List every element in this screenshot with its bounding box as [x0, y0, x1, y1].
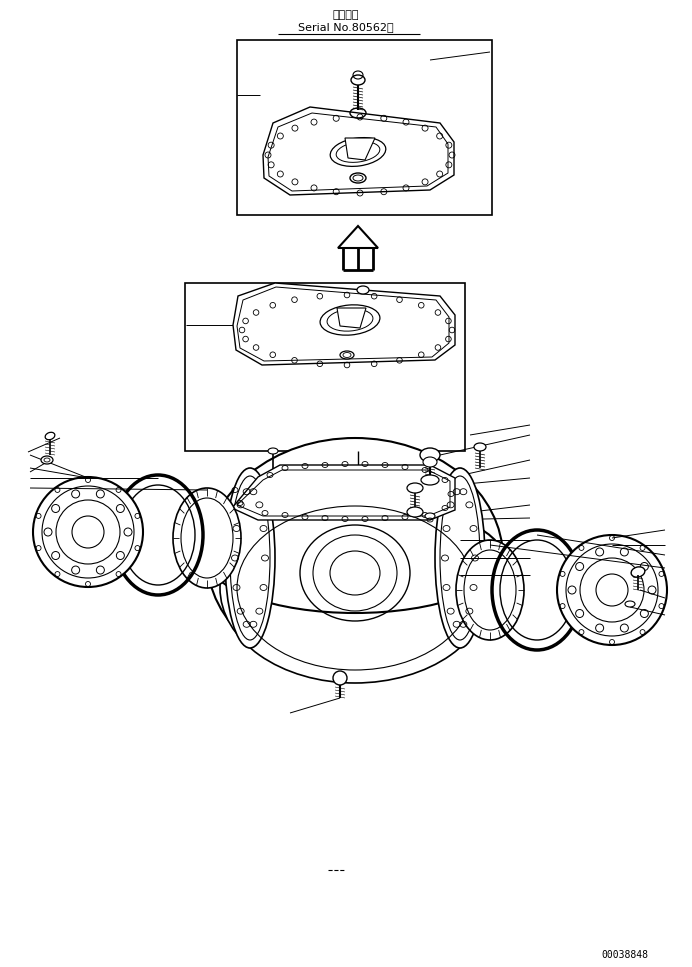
Ellipse shape [357, 286, 369, 294]
Ellipse shape [220, 493, 490, 683]
Polygon shape [345, 138, 375, 160]
Polygon shape [337, 308, 366, 328]
Ellipse shape [330, 137, 386, 166]
Ellipse shape [333, 671, 347, 685]
Ellipse shape [41, 456, 53, 464]
Ellipse shape [631, 567, 645, 577]
Ellipse shape [207, 438, 503, 678]
Ellipse shape [225, 468, 275, 648]
Bar [185, 283, 465, 451]
Ellipse shape [320, 305, 380, 336]
Ellipse shape [407, 483, 423, 493]
Polygon shape [338, 226, 378, 248]
Ellipse shape [420, 448, 440, 462]
Ellipse shape [557, 535, 667, 645]
Ellipse shape [45, 432, 55, 440]
Ellipse shape [173, 488, 241, 588]
Polygon shape [233, 283, 455, 365]
Text: 00038848: 00038848 [601, 950, 648, 960]
Ellipse shape [340, 351, 354, 359]
Ellipse shape [474, 443, 486, 451]
Ellipse shape [407, 507, 423, 517]
Ellipse shape [425, 513, 435, 519]
Ellipse shape [268, 448, 278, 454]
Ellipse shape [421, 475, 439, 485]
Polygon shape [232, 465, 455, 520]
Ellipse shape [33, 477, 143, 587]
Ellipse shape [435, 468, 485, 648]
Ellipse shape [625, 601, 635, 607]
Polygon shape [263, 107, 454, 195]
Ellipse shape [350, 173, 366, 183]
Bar [237, 40, 492, 215]
Text: 適用号機: 適用号機 [333, 10, 359, 20]
Text: Serial No.80562～: Serial No.80562～ [298, 22, 394, 32]
Ellipse shape [423, 457, 437, 467]
Ellipse shape [456, 540, 524, 640]
